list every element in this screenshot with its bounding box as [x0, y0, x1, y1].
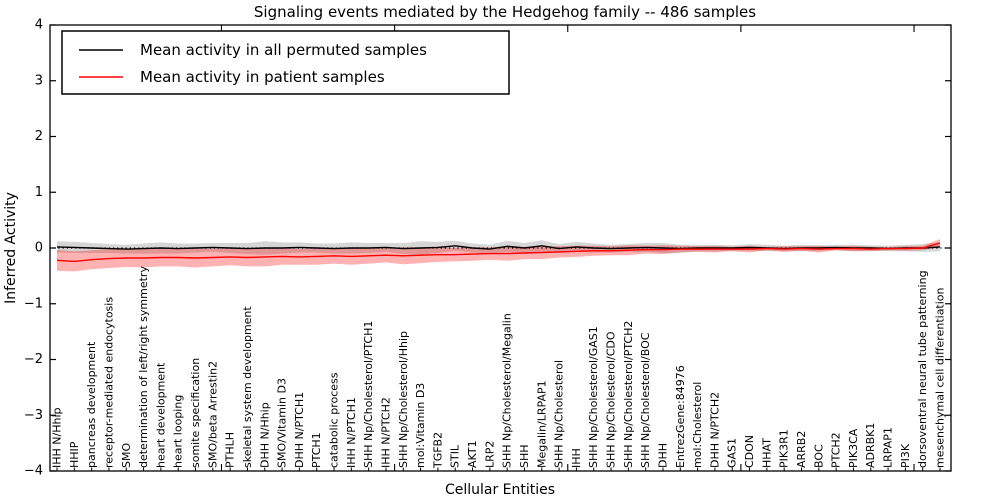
- x-tick-label: LRP2: [483, 441, 496, 468]
- y-tick-label: 4: [35, 18, 43, 33]
- x-tick-label: HHIP: [68, 441, 81, 468]
- plot-frame: [49, 24, 952, 472]
- x-tick-label: STIL: [449, 444, 462, 468]
- x-tick-label: pancreas development: [85, 341, 98, 468]
- x-tick-label: PIK3R1: [778, 429, 791, 468]
- x-tick-label: SHH Np/Cholesterol/Megalin: [501, 313, 514, 468]
- x-tick-label: SMO/beta Arrestin2: [206, 361, 219, 468]
- x-tick-label: IHH: [570, 448, 583, 468]
- x-tick-labels: IHH N/Hhip HHIP pancreas development recept…: [51, 266, 947, 469]
- x-tick-label: heart development: [154, 362, 167, 468]
- x-tick-label: GAS1: [726, 438, 739, 468]
- x-tick-label: DHH N/Hhip: [258, 402, 271, 468]
- x-tick-label: mesenchymal cell differentiation: [934, 287, 947, 468]
- x-tick-label: SHH Np/Cholesterol: [553, 360, 566, 468]
- y-tick-labels: −4 −3 −2 −1 0 1 2 3 4: [24, 18, 43, 479]
- y-tick-label: 0: [35, 241, 43, 256]
- x-tick-label: PTCH2: [830, 432, 843, 468]
- y-tick-label: 1: [35, 185, 43, 200]
- patient-confidence-band: [57, 239, 940, 272]
- y-tick-label: 3: [35, 73, 43, 88]
- legend-label-permuted: Mean activity in all permuted samples: [140, 41, 427, 59]
- x-tick-label: PTHLH: [224, 432, 237, 468]
- x-tick-label: somite specification: [189, 358, 202, 468]
- y-tick-label: −4: [24, 464, 43, 479]
- x-tick-label: mol:Cholesterol: [691, 382, 704, 468]
- x-tick-label: BOC: [812, 444, 825, 468]
- chart-title: Signaling events mediated by the Hedgeho…: [254, 3, 756, 21]
- x-tick-label: DHH: [656, 443, 669, 468]
- legend-box: [61, 30, 510, 95]
- y-tick-label: −3: [24, 408, 43, 423]
- x-tick-label: receptor-mediated endocytosis: [102, 297, 115, 468]
- x-tick-label: DHH N/PTCH1: [293, 392, 306, 468]
- x-tick-label: determination of left/right symmetry: [137, 266, 150, 468]
- x-tick-label: IHH N/PTCH2: [379, 397, 392, 468]
- x-tick-label: SMO: [120, 443, 133, 468]
- y-tick-label: −1: [24, 296, 43, 311]
- x-tick-label: PI3K: [899, 443, 912, 468]
- x-tick-label: dorsoventral neural tube patterning: [916, 270, 929, 468]
- x-tick-label: SHH Np/Cholesterol/PTCH2: [622, 321, 635, 468]
- x-tick-label: skeletal system development: [241, 306, 254, 468]
- x-tick-label: SHH Np/Cholesterol/PTCH1: [362, 321, 375, 468]
- x-tick-label: Megalin/LRPAP1: [535, 380, 548, 468]
- x-tick-label: SHH Np/Cholesterol/CDO: [605, 331, 618, 468]
- y-tick-label: −2: [24, 352, 43, 367]
- x-tick-label: EntrezGene:84976: [674, 365, 687, 468]
- x-tick-label: IHH N/PTCH1: [345, 397, 358, 468]
- x-tick-label: SHH Np/Cholesterol/GAS1: [587, 326, 600, 468]
- x-tick-label: PTCH1: [310, 432, 323, 468]
- x-axis-label: Cellular Entities: [445, 482, 555, 498]
- y-axis-label: Inferred Activity: [3, 192, 19, 304]
- x-tick-label: LRPAP1: [882, 427, 895, 468]
- x-tick-label: SHH: [518, 444, 531, 468]
- x-tick-label: ADRBK1: [864, 423, 877, 468]
- x-tick-label: SHH Np/Cholesterol/Hhip: [397, 331, 410, 468]
- confidence-bands: [57, 239, 940, 272]
- series-lines: [56, 242, 941, 263]
- x-tick-label: IHH N/Hhip: [51, 407, 64, 468]
- x-tick-label: HHAT: [760, 438, 773, 468]
- x-tick-label: heart looping: [172, 395, 185, 468]
- x-tick-label: catabolic process: [328, 372, 341, 468]
- x-tick-label: SHH Np/Cholesterol/BOC: [639, 332, 652, 468]
- legend: Mean activity in all permuted samples Me…: [61, 30, 510, 95]
- x-tick-label: SMO/Vitamin D3: [276, 378, 289, 468]
- x-tick-label: PIK3CA: [847, 428, 860, 468]
- x-tick-label: CDON: [743, 435, 756, 468]
- x-tick-label: ARRB2: [795, 431, 808, 468]
- x-tick-label: TGFB2: [431, 432, 444, 469]
- patient-mean-line: [56, 242, 941, 263]
- x-tick-label: mol:Vitamin D3: [414, 383, 427, 468]
- legend-label-patient: Mean activity in patient samples: [140, 68, 385, 86]
- y-tick-label: 2: [35, 129, 43, 144]
- x-tick-label: DHH N/PTCH2: [708, 392, 721, 468]
- x-tick-label: AKT1: [466, 440, 479, 468]
